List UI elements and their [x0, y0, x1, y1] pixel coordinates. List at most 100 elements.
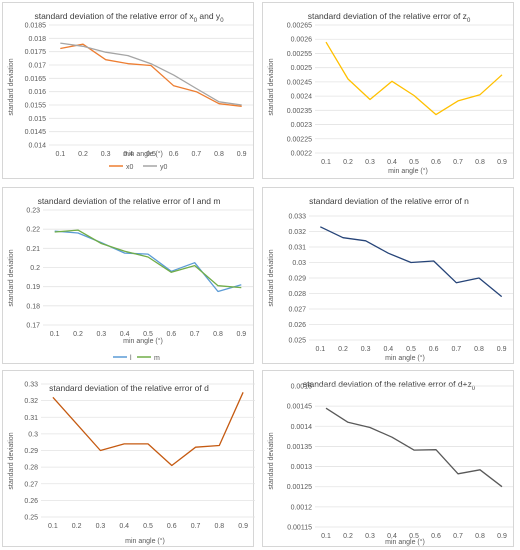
x-tick-label: 0.7 — [191, 523, 201, 530]
chart-legend: l m — [113, 355, 160, 362]
x-tick-label: 0.6 — [167, 523, 177, 530]
y-tick-label: 0.00235 — [287, 108, 312, 115]
y-tick-label: 0.0155 — [25, 103, 47, 110]
x-tick-label: 0.8 — [475, 159, 485, 166]
series-line — [325, 41, 503, 116]
chart-svg-d-z0: standard deviation of the relative error… — [268, 379, 513, 546]
y-tick-label: 0.00255 — [287, 51, 312, 58]
x-tick-label: 0.5 — [409, 533, 419, 540]
x-tick-label: 0.8 — [214, 151, 224, 158]
series-line-m — [54, 229, 242, 289]
x-tick-label: 0.4 — [387, 159, 397, 166]
series-line — [320, 226, 503, 298]
x-tick-label: 0.6 — [166, 331, 176, 338]
y-tick-label: 0.015 — [28, 116, 46, 123]
legend-label-x0: x0 — [126, 164, 134, 171]
x-tick-label: 0.2 — [78, 151, 88, 158]
x-tick-label: 0.4 — [383, 346, 393, 353]
y-tick-label: 0.0145 — [25, 129, 47, 136]
legend-label-y0: y0 — [160, 164, 168, 171]
x-tick-label: 0.6 — [169, 151, 179, 158]
y-axis-label: standard deviation — [8, 432, 15, 489]
chart-svg-l-m: standard deviation of the relative error… — [8, 196, 253, 362]
y-tick-label: 0.0185 — [25, 23, 47, 30]
y-tick-label: 0.23 — [26, 208, 40, 215]
y-tick-label: 0.22 — [26, 227, 40, 234]
y-tick-label: 0.033 — [288, 214, 306, 221]
x-axis-label: min angle (°) — [123, 150, 163, 158]
y-tick-label: 0.025 — [288, 338, 306, 345]
plot-area: 0.17 0.18 0.19 0.2 0.21 0.22 0.23 0.1 0.2 0.3 0.4 0… — [26, 208, 253, 338]
y-tick-label: 0.029 — [288, 276, 306, 283]
y-tick-label: 0.0175 — [25, 49, 47, 56]
y-tick-label: 0.0012 — [291, 504, 313, 511]
x-tick-label: 0.4 — [123, 151, 133, 158]
x-tick-label: 0.3 — [361, 346, 371, 353]
chart-title-l-m: standard deviation of the relative error… — [38, 196, 221, 206]
x-axis-label: min angle (°) — [123, 337, 163, 345]
y-tick-label: 0.00245 — [287, 79, 312, 86]
y-tick-label: 0.25 — [24, 515, 38, 522]
x-tick-label: 0.1 — [50, 331, 60, 338]
y-tick-label: 0.0013 — [291, 464, 313, 471]
chart-svg-n: standard deviation of the relative error… — [268, 196, 513, 362]
y-tick-label: 0.2 — [30, 265, 40, 272]
y-tick-label: 0.017 — [28, 63, 46, 70]
y-tick-label: 0.18 — [26, 303, 40, 310]
y-tick-label: 0.32 — [24, 398, 38, 405]
y-tick-label: 0.00125 — [287, 484, 312, 491]
x-tick-label: 0.4 — [119, 523, 129, 530]
x-axis-label: min angle (°) — [385, 354, 425, 362]
series-line-x0 — [60, 43, 242, 107]
x-tick-label: 0.8 — [213, 331, 223, 338]
x-tick-label: 0.7 — [190, 331, 200, 338]
x-tick-label: 0.9 — [497, 159, 507, 166]
chart-panel-n: standard deviation of the relative error… — [262, 187, 514, 364]
legend-label-m: m — [154, 355, 160, 362]
series-line-y0 — [60, 42, 242, 106]
chart-svg-x0-y0: standard deviation of the relative error… — [8, 11, 253, 171]
y-axis-label: standard deviation — [268, 432, 275, 489]
y-tick-label: 0.014 — [28, 143, 46, 150]
y-tick-label: 0.33 — [24, 382, 38, 389]
x-tick-label: 0.2 — [343, 533, 353, 540]
x-tick-label: 0.3 — [96, 331, 106, 338]
y-axis-label: standard deviation — [268, 249, 275, 306]
y-tick-label: 0.032 — [288, 229, 306, 236]
chart-panel-d-z0: standard deviation of the relative error… — [262, 370, 514, 547]
x-tick-label: 0.3 — [365, 159, 375, 166]
x-tick-label: 0.6 — [429, 346, 439, 353]
plot-area: 0.014 0.0145 0.015 0.0155 0.016 0.0165 0.017 0.… — [25, 23, 253, 158]
x-tick-label: 0.8 — [214, 523, 224, 530]
y-tick-label: 0.0025 — [291, 65, 313, 72]
y-tick-label: 0.0023 — [291, 122, 313, 129]
x-tick-label: 0.2 — [343, 159, 353, 166]
y-tick-label: 0.31 — [24, 415, 38, 422]
x-tick-label: 0.4 — [387, 533, 397, 540]
y-tick-label: 0.0015 — [291, 384, 313, 391]
y-tick-label: 0.0024 — [291, 94, 313, 101]
x-tick-label: 0.1 — [55, 151, 65, 158]
chart-panel-d: standard deviation of the relative error… — [2, 370, 255, 547]
x-tick-label: 0.2 — [338, 346, 348, 353]
chart-panel-z0: standard deviation of the relative error… — [262, 2, 514, 179]
x-axis-label: min angle (°) — [388, 167, 428, 175]
x-tick-label: 0.5 — [409, 159, 419, 166]
legend-label-l: l — [130, 355, 132, 362]
chart-svg-d: standard deviation of the relative error… — [8, 382, 255, 545]
y-tick-label: 0.19 — [26, 284, 40, 291]
x-tick-label: 0.9 — [237, 151, 247, 158]
x-tick-label: 0.6 — [431, 533, 441, 540]
y-tick-label: 0.17 — [26, 323, 40, 330]
x-tick-label: 0.5 — [406, 346, 416, 353]
y-tick-label: 0.0014 — [291, 424, 313, 431]
y-tick-label: 0.0022 — [291, 151, 313, 158]
y-tick-label: 0.016 — [28, 89, 46, 96]
series-line — [52, 392, 244, 467]
x-tick-label: 0.1 — [321, 533, 331, 540]
y-tick-label: 0.026 — [288, 322, 306, 329]
x-tick-label: 0.5 — [143, 523, 153, 530]
x-tick-label: 0.8 — [474, 346, 484, 353]
chart-panel-x0-y0: standard deviation of the relative error… — [2, 2, 254, 179]
x-tick-label: 0.7 — [191, 151, 201, 158]
